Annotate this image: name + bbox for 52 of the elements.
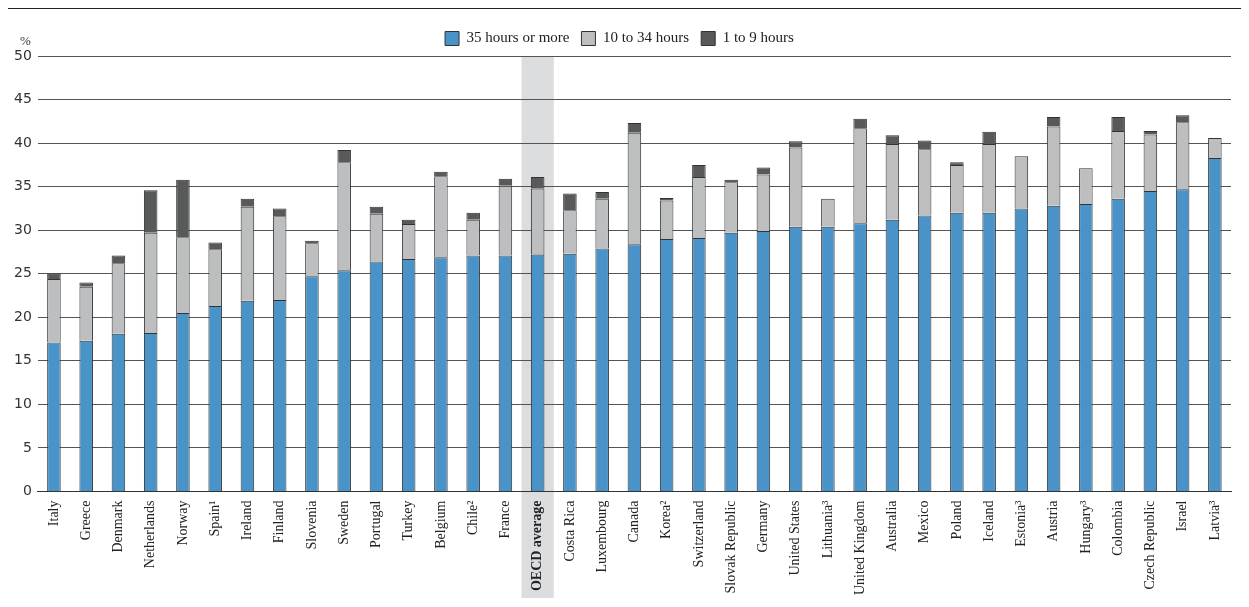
x-tick-label: Netherlands <box>142 500 158 569</box>
x-tick-label: Switzerland <box>690 500 706 568</box>
x-tick-label: Denmark <box>110 500 126 553</box>
x-tick-label: Lithuania³ <box>819 500 835 559</box>
y-tick-label: 25 <box>13 264 32 281</box>
x-tick-label: Slovenia <box>303 499 319 550</box>
x-tick-label: Sweden <box>335 500 351 545</box>
y-tick-label: 30 <box>13 220 32 237</box>
x-tick-label: Colombia <box>1109 499 1125 556</box>
x-tick-label: Spain¹ <box>206 500 222 537</box>
x-tick-label: Hungary³ <box>1077 500 1093 554</box>
x-tick-label: Germany <box>755 500 771 553</box>
x-tick-label: France <box>497 500 513 539</box>
x-tick-label: Finland <box>271 500 287 544</box>
x-tick-label: Portugal <box>368 500 384 548</box>
x-tick-label: Canada <box>626 499 642 543</box>
x-tick-label: Iceland <box>980 500 996 542</box>
x-tick-label: Norway <box>174 500 190 546</box>
legend-label: 1 to 9 hours <box>722 29 795 46</box>
x-tick-label: Turkey <box>400 500 416 541</box>
x-tick-label: Latvia³ <box>1206 500 1222 541</box>
legend-label: 10 to 34 hours <box>602 29 690 46</box>
x-tick-label: United Kingdom <box>851 500 867 596</box>
x-tick-label: Ireland <box>239 500 255 541</box>
legend-label: 35 hours or more <box>466 29 570 46</box>
y-tick-label: 10 <box>13 395 32 412</box>
y-tick-label: 50 <box>13 46 32 63</box>
x-tick-label: OECD average <box>529 500 545 592</box>
x-tick-label: Belgium <box>432 500 448 549</box>
y-tick-label: 20 <box>13 307 32 324</box>
x-tick-label: Luxembourg <box>593 500 609 573</box>
x-tick-label: Estonia³ <box>1013 500 1029 547</box>
y-tick-label: 0 <box>22 482 32 499</box>
y-tick-label: 15 <box>13 351 32 368</box>
x-tick-label: Korea² <box>658 500 674 539</box>
x-tick-label: Poland <box>948 500 964 540</box>
x-tick-label: Australia <box>884 499 900 552</box>
x-tick-label: Czech Republic <box>1142 500 1158 590</box>
x-tick-label: Costa Rica <box>561 499 577 562</box>
x-tick-label: Greece <box>77 500 93 541</box>
y-axis-title: % <box>20 32 31 48</box>
x-tick-label: United States <box>787 500 803 576</box>
y-tick-label: 35 <box>13 177 32 194</box>
y-tick-label: 45 <box>13 90 32 107</box>
x-tick-label: Israel <box>1174 500 1190 532</box>
x-tick-label: Austria <box>1045 499 1061 542</box>
x-tick-label: Slovak Republic <box>722 500 738 594</box>
y-tick-label: 40 <box>13 133 32 150</box>
x-tick-label: Italy <box>45 500 61 527</box>
x-tick-label: Chile² <box>464 500 480 536</box>
x-tick-label: Mexico <box>916 500 932 544</box>
y-tick-label: 5 <box>22 438 32 455</box>
